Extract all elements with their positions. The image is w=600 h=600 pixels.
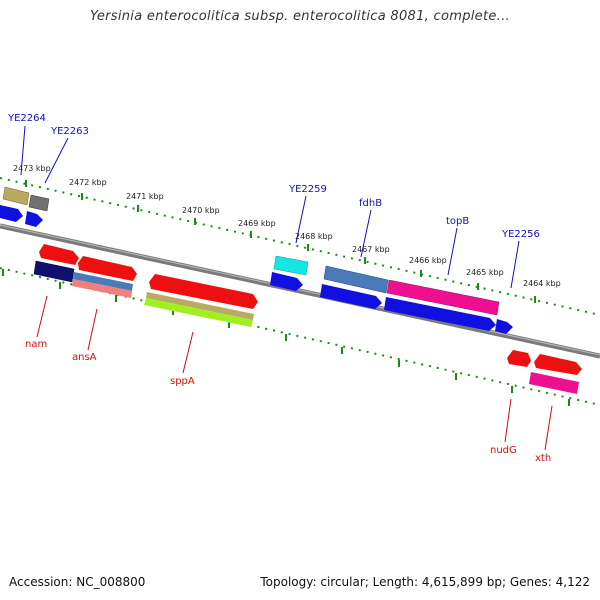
- genome-title: Yersinia enterocolitica subsp. enterocol…: [90, 9, 510, 24]
- kbp-label: 2468 kbp: [295, 232, 333, 241]
- gene-nam-arrow[interactable]: [39, 244, 79, 265]
- gene-blue-arrow[interactable]: [320, 284, 382, 309]
- gene-label-ye2264: YE2264: [7, 113, 46, 124]
- gene-sppa-khaki-box[interactable]: [146, 292, 254, 320]
- gene-features-upper[interactable]: [0, 186, 513, 334]
- kbp-label: 2470 kbp: [182, 206, 220, 215]
- kbp-label: 2469 kbp: [238, 219, 276, 228]
- top-gene-labels: YE2264 YE2263 YE2259 fdhB topB YE2256: [7, 113, 540, 240]
- gene-nudg-arrow[interactable]: [507, 350, 531, 367]
- scale-track-lower: [0, 267, 600, 406]
- gene-dark-navy-box[interactable]: [33, 260, 75, 283]
- gene-ye2263-box[interactable]: [28, 194, 50, 212]
- gene-ye2259-box[interactable]: [273, 255, 309, 276]
- gene-label-sppa: sppA: [170, 376, 195, 387]
- scale-labels: 2473 kbp 2472 kbp 2471 kbp 2470 kbp 2469…: [13, 164, 561, 288]
- gene-sppa-lime-box[interactable]: [144, 298, 253, 327]
- genome-backbone: [0, 223, 600, 359]
- gene-fdhb-box[interactable]: [323, 265, 389, 294]
- top-label-leaders: [20, 125, 520, 289]
- gene-label-nudg: nudG: [490, 445, 517, 456]
- gene-label-fdhb: fdhB: [359, 198, 382, 209]
- backbone-highlight: [0, 224, 600, 356]
- gene-blue-arrow[interactable]: [495, 319, 513, 334]
- gene-features-lower[interactable]: [33, 244, 582, 394]
- gene-label-xth: xth: [535, 453, 551, 464]
- gene-label-ye2263: YE2263: [50, 126, 89, 137]
- kbp-label: 2464 kbp: [523, 279, 561, 288]
- scale-ticks-upper: [25, 180, 536, 303]
- gene-ansa-steel-box[interactable]: [73, 272, 133, 291]
- gene-ansa-pink-box[interactable]: [72, 279, 132, 298]
- kbp-label: 2473 kbp: [13, 164, 51, 173]
- kbp-label: 2467 kbp: [352, 245, 390, 254]
- accession-label: Accession: NC_008800: [9, 575, 146, 589]
- gene-xth-arrow[interactable]: [534, 354, 582, 375]
- bottom-gene-labels: nam ansA sppA nudG xth: [25, 339, 551, 464]
- gene-label-nam: nam: [25, 339, 47, 350]
- gene-label-ye2256: YE2256: [501, 229, 540, 240]
- gene-label-ansa: ansA: [72, 352, 97, 363]
- gene-blue-arrow[interactable]: [384, 297, 496, 331]
- topology-summary: Topology: circular; Length: 4,615,899 bp…: [260, 575, 590, 589]
- scale-track-upper: [0, 177, 600, 316]
- gene-blue-arrow-small[interactable]: [25, 211, 43, 227]
- kbp-label: 2471 kbp: [126, 192, 164, 201]
- gene-blue-arrow[interactable]: [0, 205, 23, 222]
- bottom-label-leaders: [36, 295, 553, 451]
- gene-label-topb: topB: [446, 216, 469, 227]
- gene-ye2264-box[interactable]: [2, 186, 30, 206]
- kbp-label: 2465 kbp: [466, 268, 504, 277]
- kbp-label: 2466 kbp: [409, 256, 447, 265]
- kbp-label: 2472 kbp: [69, 178, 107, 187]
- gene-xth-magenta-box[interactable]: [529, 372, 579, 394]
- gene-topb-box[interactable]: [386, 279, 500, 316]
- gene-label-ye2259: YE2259: [288, 184, 327, 195]
- gene-ansa-arrow[interactable]: [78, 256, 137, 281]
- gene-blue-arrow[interactable]: [270, 272, 303, 291]
- gene-sppa-arrow[interactable]: [149, 274, 258, 309]
